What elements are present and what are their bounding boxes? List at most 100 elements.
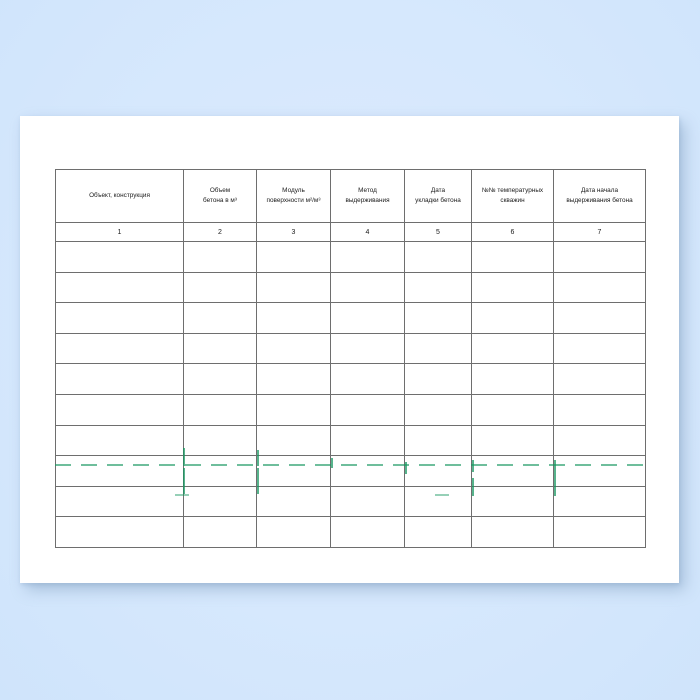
table-cell[interactable]	[471, 485, 554, 518]
table-cell[interactable]	[183, 363, 257, 395]
table-cell[interactable]	[404, 363, 472, 395]
column-header-surface-modulus: Модуль поверхности м²/м³	[256, 169, 331, 223]
table-cell[interactable]	[471, 302, 554, 334]
table-cell[interactable]	[183, 271, 257, 304]
table-cell[interactable]	[55, 424, 184, 457]
table-cell[interactable]	[553, 241, 646, 273]
table-cell[interactable]	[55, 455, 184, 487]
table-row	[55, 424, 646, 457]
table-cell[interactable]	[471, 241, 554, 273]
table-cell[interactable]	[330, 424, 405, 457]
table-cell[interactable]	[404, 485, 472, 518]
table-cell[interactable]	[404, 241, 472, 273]
table-cell[interactable]	[471, 424, 554, 457]
table-cell[interactable]	[330, 332, 405, 365]
table-cell[interactable]	[471, 393, 554, 426]
column-header-curing-method-line2: выдерживания	[345, 197, 390, 204]
table-row	[55, 393, 646, 426]
table-cell[interactable]	[183, 424, 257, 457]
table-cell[interactable]	[471, 516, 554, 548]
table-cell[interactable]	[330, 485, 405, 518]
table-row	[55, 516, 646, 548]
table-cell[interactable]	[55, 393, 184, 426]
form-table: Объект, конструкция Объем бетона в м³ Мо…	[55, 169, 646, 548]
column-header-placement-date: Дата укладки бетона	[404, 169, 472, 223]
table-cell[interactable]	[183, 485, 257, 518]
table-cell[interactable]	[183, 332, 257, 365]
table-cell[interactable]	[553, 271, 646, 304]
column-header-curing-start-date-line2: выдерживания бетона	[566, 197, 633, 204]
table-cell[interactable]	[330, 393, 405, 426]
column-header-placement-date-line2: укладки бетона	[415, 197, 461, 204]
table-cell[interactable]	[256, 363, 331, 395]
column-header-volume-line1: Объем	[209, 187, 231, 195]
column-number-2: 2	[183, 222, 257, 242]
table-cell[interactable]	[55, 302, 184, 334]
table-cell[interactable]	[330, 271, 405, 304]
table-cell[interactable]	[553, 302, 646, 334]
table-cell[interactable]	[256, 455, 331, 487]
table-cell[interactable]	[256, 393, 331, 426]
table-cell[interactable]	[55, 485, 184, 518]
table-cell[interactable]	[256, 302, 331, 334]
table-cell[interactable]	[553, 393, 646, 426]
table-cell[interactable]	[553, 332, 646, 365]
table-cell[interactable]	[256, 271, 331, 304]
table-cell[interactable]	[404, 393, 472, 426]
table-cell[interactable]	[183, 241, 257, 273]
table-row	[55, 241, 646, 273]
table-cell[interactable]	[256, 516, 331, 548]
table-cell[interactable]	[256, 424, 331, 457]
table-cell[interactable]	[256, 332, 331, 365]
column-number-row: 1 2 3 4 5 6 7	[55, 222, 646, 242]
table-cell[interactable]	[553, 424, 646, 457]
table-cell[interactable]	[55, 332, 184, 365]
column-header-surface-modulus-line2: поверхности м²/м³	[266, 197, 321, 204]
column-number-4: 4	[330, 222, 405, 242]
table-cell[interactable]	[404, 424, 472, 457]
table-cell[interactable]	[471, 271, 554, 304]
table-row	[55, 363, 646, 395]
table-cell[interactable]	[330, 516, 405, 548]
column-header-placement-date-line1: Дата	[430, 187, 446, 195]
table-cell[interactable]	[471, 455, 554, 487]
table-row	[55, 455, 646, 487]
table-cell[interactable]	[183, 455, 257, 487]
column-number-1: 1	[55, 222, 184, 242]
table-cell[interactable]	[256, 241, 331, 273]
table-cell[interactable]	[471, 363, 554, 395]
table-cell[interactable]	[404, 516, 472, 548]
table-cell[interactable]	[256, 485, 331, 518]
column-number-7: 7	[553, 222, 646, 242]
table-cell[interactable]	[330, 302, 405, 334]
table-cell[interactable]	[55, 363, 184, 395]
column-header-curing-start-date-line1: Дата начала	[580, 187, 619, 195]
table-cell[interactable]	[330, 455, 405, 487]
table-cell[interactable]	[183, 393, 257, 426]
table-cell[interactable]	[330, 363, 405, 395]
table-cell[interactable]	[404, 332, 472, 365]
table-cell[interactable]	[553, 485, 646, 518]
table-cell[interactable]	[404, 455, 472, 487]
table-cell[interactable]	[553, 516, 646, 548]
table-cell[interactable]	[183, 302, 257, 334]
column-number-3: 3	[256, 222, 331, 242]
table-row	[55, 302, 646, 334]
table-cell[interactable]	[330, 241, 405, 273]
table-row	[55, 485, 646, 518]
table-cell[interactable]	[471, 332, 554, 365]
table-cell[interactable]	[404, 271, 472, 304]
table-cell[interactable]	[404, 302, 472, 334]
column-header-curing-start-date: Дата начала выдерживания бетона	[553, 169, 646, 223]
table-cell[interactable]	[183, 516, 257, 548]
table-cell[interactable]	[553, 455, 646, 487]
table-cell[interactable]	[55, 271, 184, 304]
table-body	[55, 241, 646, 548]
column-header-object: Объект, конструкция	[55, 169, 184, 223]
column-number-6: 6	[471, 222, 554, 242]
table-cell[interactable]	[55, 516, 184, 548]
table-cell[interactable]	[553, 363, 646, 395]
table-cell[interactable]	[55, 241, 184, 273]
column-header-volume-line2: бетона в м³	[203, 197, 237, 204]
